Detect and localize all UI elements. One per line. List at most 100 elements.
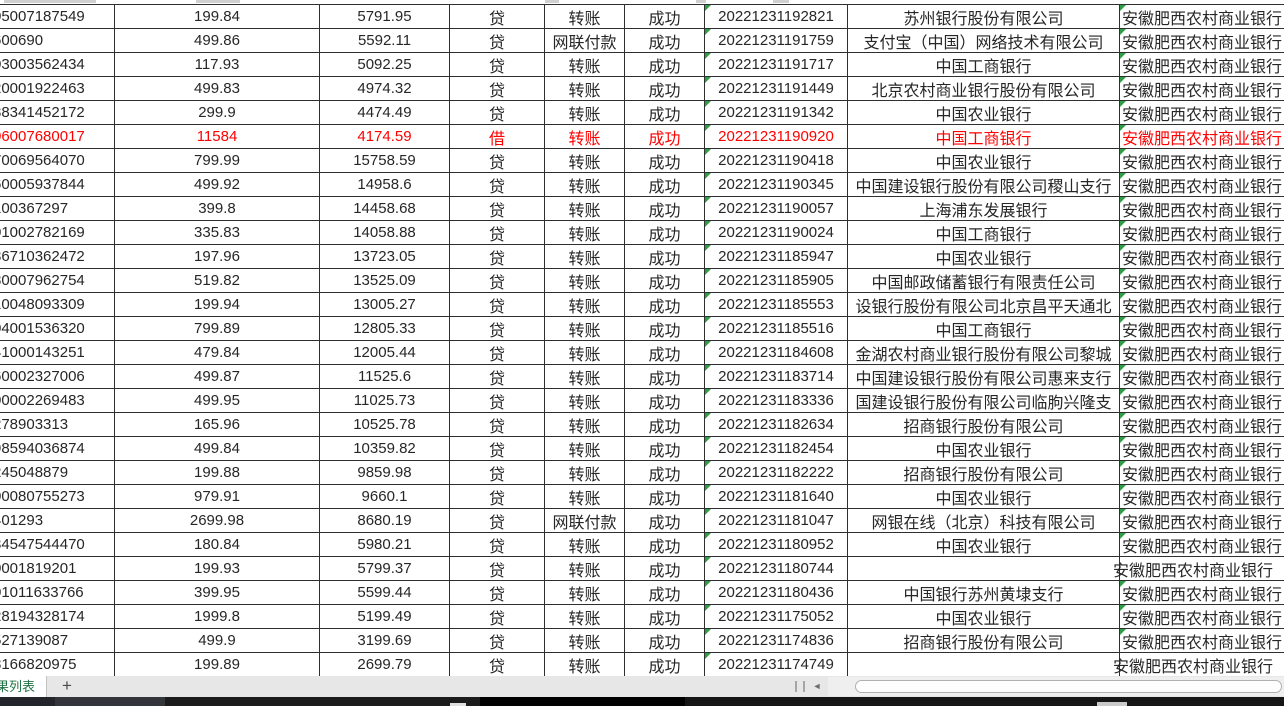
- cell-time[interactable]: 20221231190920: [705, 125, 848, 149]
- cell-time[interactable]: 20221231182222: [705, 461, 848, 485]
- cell-method[interactable]: 转账: [545, 5, 625, 29]
- cell-balance[interactable]: 13005.27: [320, 293, 450, 317]
- cell-balance[interactable]: 5092.25: [320, 53, 450, 77]
- cell-status[interactable]: 成功: [625, 605, 705, 629]
- cell-status[interactable]: 成功: [625, 29, 705, 53]
- cell-method[interactable]: 转账: [545, 461, 625, 485]
- cell-time[interactable]: 20221231191717: [705, 53, 848, 77]
- cell-balance[interactable]: 5791.95: [320, 5, 450, 29]
- cell-amount[interactable]: 199.94: [115, 293, 320, 317]
- cell-holder_bank[interactable]: 安徽肥西农村商业银行: [1120, 245, 1284, 269]
- cell-time[interactable]: 20221231181047: [705, 509, 848, 533]
- cell-method[interactable]: 转账: [545, 341, 625, 365]
- cell-amount[interactable]: 519.82: [115, 269, 320, 293]
- cell-status[interactable]: 成功: [625, 365, 705, 389]
- cell-type[interactable]: 贷: [450, 437, 545, 461]
- cell-bank[interactable]: 支付宝（中国）网络技术有限公司: [848, 29, 1120, 53]
- cell-status[interactable]: 成功: [625, 461, 705, 485]
- cell-balance[interactable]: 12005.44: [320, 341, 450, 365]
- cell-bank[interactable]: 中国工商银行: [848, 53, 1120, 77]
- cell-type[interactable]: 贷: [450, 149, 545, 173]
- cell-type[interactable]: 贷: [450, 413, 545, 437]
- cell-amount[interactable]: 117.93: [115, 53, 320, 77]
- cell-amount[interactable]: 499.86: [115, 29, 320, 53]
- cell-type[interactable]: 贷: [450, 221, 545, 245]
- cell-status[interactable]: 成功: [625, 173, 705, 197]
- cell-holder_bank[interactable]: 安徽肥西农村商业银行: [1120, 533, 1284, 557]
- cell-balance[interactable]: 3199.69: [320, 629, 450, 653]
- cell-amount[interactable]: 479.84: [115, 341, 320, 365]
- cell-holder_bank[interactable]: 安徽肥西农村商业银行: [1120, 29, 1284, 53]
- cell-method[interactable]: 转账: [545, 101, 625, 125]
- cell-id[interactable]: 278903313: [0, 413, 115, 437]
- cell-method[interactable]: 转账: [545, 413, 625, 437]
- cell-status[interactable]: 成功: [625, 413, 705, 437]
- sheet-tab-results[interactable]: 果列表: [0, 676, 47, 697]
- cell-type[interactable]: 贷: [450, 317, 545, 341]
- cell-id[interactable]: 8166820975: [0, 653, 115, 677]
- cell-method[interactable]: 转账: [545, 605, 625, 629]
- cell-bank[interactable]: 中国农业银行: [848, 533, 1120, 557]
- cell-holder_bank[interactable]: 安徽肥西农村商业银行: [1120, 389, 1284, 413]
- cell-bank[interactable]: 中国农业银行: [848, 101, 1120, 125]
- cell-status[interactable]: 成功: [625, 341, 705, 365]
- cell-holder_bank[interactable]: 安徽肥西农村商业银行: [1120, 221, 1284, 245]
- cell-status[interactable]: 成功: [625, 485, 705, 509]
- cell-id[interactable]: 41000143251: [0, 341, 115, 365]
- cell-holder_bank[interactable]: 安徽肥西农村商业银行: [1113, 557, 1284, 581]
- cell-time[interactable]: 20221231174749: [705, 653, 848, 677]
- scrollbar-thumb[interactable]: [855, 680, 1282, 693]
- cell-id[interactable]: 60005937844: [0, 173, 115, 197]
- cell-method[interactable]: 转账: [545, 77, 625, 101]
- cell-status[interactable]: 成功: [625, 221, 705, 245]
- cell-type[interactable]: 贷: [450, 269, 545, 293]
- cell-id[interactable]: 36710362472: [0, 245, 115, 269]
- cell-time[interactable]: 20221231180952: [705, 533, 848, 557]
- cell-method[interactable]: 转账: [545, 629, 625, 653]
- cell-status[interactable]: 成功: [625, 197, 705, 221]
- cell-holder_bank[interactable]: 安徽肥西农村商业银行: [1120, 125, 1284, 149]
- cell-amount[interactable]: 335.83: [115, 221, 320, 245]
- cell-bank[interactable]: 上海浦东发展银行: [848, 197, 1120, 221]
- cell-bank[interactable]: 中国建设银行股份有限公司稷山支行: [848, 173, 1120, 197]
- cell-status[interactable]: 成功: [625, 125, 705, 149]
- cell-amount[interactable]: 299.9: [115, 101, 320, 125]
- cell-time[interactable]: 20221231191342: [705, 101, 848, 125]
- cell-method[interactable]: 转账: [545, 557, 625, 581]
- cell-bank[interactable]: 中国建设银行股份有限公司惠来支行: [848, 365, 1120, 389]
- cell-amount[interactable]: 180.84: [115, 533, 320, 557]
- cell-method[interactable]: 网联付款: [545, 29, 625, 53]
- cell-type[interactable]: 贷: [450, 605, 545, 629]
- cell-bank[interactable]: 中国工商银行: [848, 221, 1120, 245]
- cell-balance[interactable]: 14458.68: [320, 197, 450, 221]
- cell-balance[interactable]: 5199.49: [320, 605, 450, 629]
- cell-method[interactable]: 转账: [545, 125, 625, 149]
- cell-id[interactable]: 06007680017: [0, 125, 115, 149]
- cell-bank[interactable]: 北京农村商业银行股份有限公司: [848, 77, 1120, 101]
- cell-status[interactable]: 成功: [625, 389, 705, 413]
- cell-holder_bank[interactable]: 安徽肥西农村商业银行: [1120, 509, 1284, 533]
- cell-method[interactable]: 网联付款: [545, 509, 625, 533]
- cell-holder_bank[interactable]: 安徽肥西农村商业银行: [1120, 605, 1284, 629]
- cell-balance[interactable]: 11525.6: [320, 365, 450, 389]
- cell-id[interactable]: 01002782169: [0, 221, 115, 245]
- cell-id[interactable]: 0001819201: [0, 557, 115, 581]
- cell-balance[interactable]: 12805.33: [320, 317, 450, 341]
- cell-holder_bank[interactable]: 安徽肥西农村商业银行: [1120, 269, 1284, 293]
- cell-id[interactable]: 527139087: [0, 629, 115, 653]
- cell-id[interactable]: 10048093309: [0, 293, 115, 317]
- cell-type[interactable]: 贷: [450, 581, 545, 605]
- cell-holder_bank[interactable]: 安徽肥西农村商业银行: [1120, 5, 1284, 29]
- cell-bank[interactable]: 中国农业银行: [848, 149, 1120, 173]
- cell-status[interactable]: 成功: [625, 317, 705, 341]
- cell-id[interactable]: 98594036874: [0, 437, 115, 461]
- cell-balance[interactable]: 5599.44: [320, 581, 450, 605]
- cell-type[interactable]: 贷: [450, 461, 545, 485]
- cell-amount[interactable]: 799.99: [115, 149, 320, 173]
- cell-time[interactable]: 20221231190418: [705, 149, 848, 173]
- cell-time[interactable]: 20221231175052: [705, 605, 848, 629]
- cell-method[interactable]: 转账: [545, 53, 625, 77]
- cell-holder_bank[interactable]: 安徽肥西农村商业银行: [1120, 341, 1284, 365]
- cell-holder_bank[interactable]: 安徽肥西农村商业银行: [1120, 101, 1284, 125]
- cell-amount[interactable]: 199.93: [115, 557, 320, 581]
